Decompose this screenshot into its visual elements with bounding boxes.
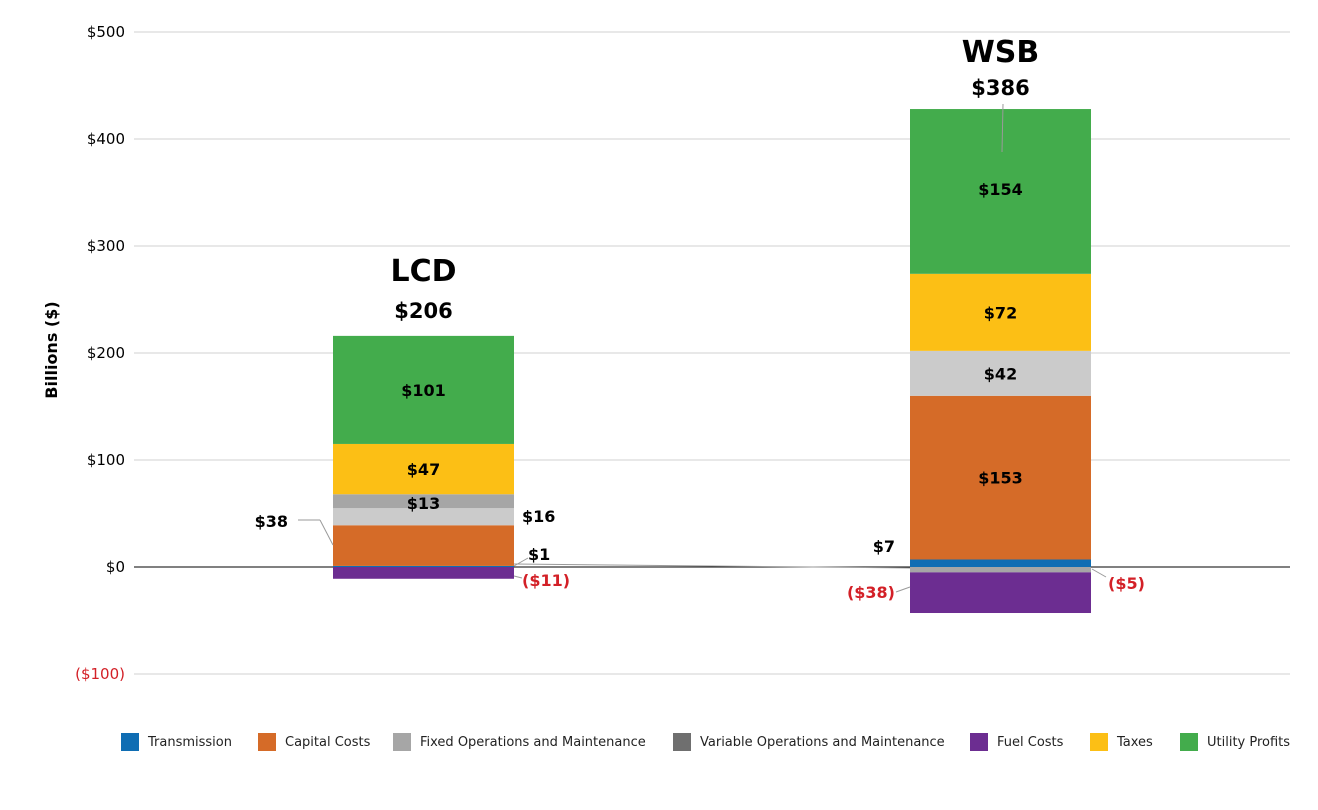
bar-segment-lcd-variable-operations-and-maintenance	[333, 494, 514, 509]
legend-label: Variable Operations and Maintenance	[700, 734, 945, 750]
leader-line	[513, 575, 523, 579]
data-label: $7	[873, 537, 895, 556]
leader-line	[1001, 103, 1004, 153]
y-tick-label: ($100)	[75, 665, 125, 683]
legend-label: Capital Costs	[285, 734, 371, 750]
data-label: $47	[407, 460, 440, 479]
connector-line	[513, 563, 911, 569]
stacked-bar-chart: $500 $400 $300 $200 $100 $0 ($100) Billions ($…	[42, 23, 1290, 683]
bar-segment-wsb-capital-costs	[910, 395, 1091, 560]
legend-swatch	[1090, 733, 1108, 751]
legend-label: Utility Profits	[1207, 734, 1291, 750]
y-tick-label: $100	[87, 451, 125, 469]
data-label: $13	[407, 494, 440, 513]
y-tick-label: $300	[87, 237, 125, 255]
legend-label: Fuel Costs	[997, 734, 1064, 750]
leader-line	[1091, 568, 1107, 578]
data-label: ($11)	[522, 571, 570, 590]
y-tick-label: $0	[106, 558, 125, 576]
y-axis-ticks: $500 $400 $300 $200 $100 $0 ($100)	[75, 23, 125, 683]
data-labels: LCD $206 WSB $386 $101 $47 $13 $16 $38 $1 ($11) $15…	[255, 35, 1145, 602]
legend-label: Fixed Operations and Maintenance	[420, 734, 646, 750]
legend-label: Taxes	[1117, 734, 1153, 750]
legend-swatch	[258, 733, 276, 751]
leader-line	[895, 586, 911, 593]
legend-item: Transmission	[121, 731, 232, 753]
bar-segment-lcd-utility-profits	[333, 335, 514, 444]
legend-item: Variable Operations and Maintenance	[673, 731, 945, 753]
data-label: $153	[978, 469, 1023, 488]
bar-segment-wsb-variable-operations-and-maintenance	[910, 567, 1091, 573]
data-label: $38	[255, 512, 288, 531]
legend-swatch	[970, 733, 988, 751]
legend-swatch	[673, 733, 691, 751]
bar-segment-wsb-utility-profits	[910, 109, 1091, 274]
category-label: LCD	[390, 254, 456, 289]
leader-line	[513, 557, 529, 567]
y-tick-label: $400	[87, 130, 125, 148]
legend-item: Fuel Costs	[970, 731, 1063, 753]
data-label: $42	[984, 364, 1017, 383]
bar-segment-lcd-fixed-operations-and-maintenance	[333, 508, 514, 526]
bar-segment-wsb-fixed-operations-and-maintenance	[910, 350, 1091, 396]
bar-segment-lcd-fuel-costs	[333, 567, 514, 579]
bar-segment-wsb-fuel-costs	[910, 572, 1091, 614]
legend-item: Taxes	[1090, 731, 1153, 753]
legend-item: Capital Costs	[258, 731, 370, 753]
data-label: ($38)	[847, 583, 895, 602]
data-label: ($5)	[1108, 574, 1145, 593]
legend-swatch	[393, 733, 411, 751]
total-label: $206	[394, 299, 452, 323]
bar-segment-wsb-taxes	[910, 273, 1091, 351]
gridlines	[134, 31, 1290, 675]
data-label: $16	[522, 507, 555, 526]
data-label: $1	[528, 545, 550, 564]
legend: Transmission Capital Costs Fixed Operation…	[0, 731, 1318, 753]
bars	[333, 109, 1091, 614]
data-label: $101	[401, 381, 446, 400]
bar-segment-lcd-transmission	[333, 565, 514, 567]
bar-segment-lcd-taxes	[333, 443, 514, 495]
y-tick-label: $500	[87, 23, 125, 41]
category-label: WSB	[962, 35, 1040, 70]
y-tick-label: $200	[87, 344, 125, 362]
y-axis-label: Billions ($)	[42, 301, 61, 398]
total-label: $386	[971, 76, 1029, 100]
bar-segment-wsb-transmission	[910, 559, 1091, 567]
leader-line	[319, 519, 334, 546]
data-label: $72	[984, 303, 1017, 322]
bar-segment-lcd-capital-costs	[333, 525, 514, 566]
legend-label: Transmission	[148, 734, 232, 750]
legend-swatch	[121, 733, 139, 751]
legend-item: Fixed Operations and Maintenance	[393, 731, 646, 753]
legend-swatch	[1180, 733, 1198, 751]
data-label: $154	[978, 180, 1023, 199]
legend-item: Utility Profits	[1180, 731, 1290, 753]
